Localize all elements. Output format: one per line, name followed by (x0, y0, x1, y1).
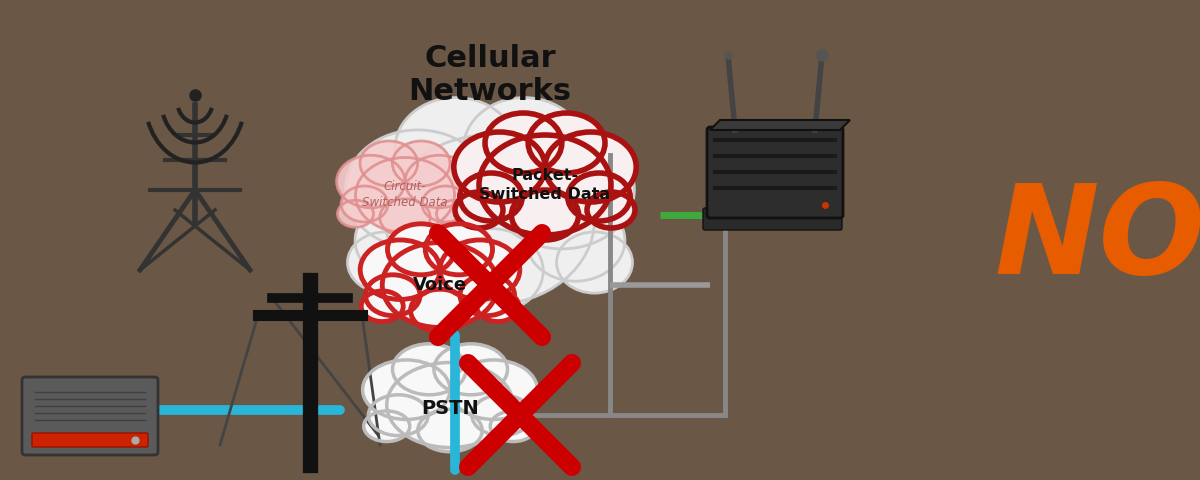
Ellipse shape (463, 97, 586, 200)
Ellipse shape (472, 395, 532, 436)
Text: Cellular
Networks: Cellular Networks (408, 44, 571, 106)
Ellipse shape (336, 155, 406, 208)
Ellipse shape (418, 409, 482, 452)
Ellipse shape (385, 135, 594, 305)
FancyBboxPatch shape (32, 433, 148, 447)
Ellipse shape (361, 291, 403, 322)
FancyBboxPatch shape (703, 208, 842, 230)
Ellipse shape (437, 228, 544, 313)
Ellipse shape (587, 192, 635, 228)
Ellipse shape (360, 141, 418, 186)
Ellipse shape (490, 130, 635, 249)
Ellipse shape (422, 186, 469, 222)
Ellipse shape (450, 360, 538, 420)
Ellipse shape (479, 135, 611, 235)
Ellipse shape (406, 155, 474, 208)
Polygon shape (710, 120, 850, 130)
Ellipse shape (545, 132, 636, 202)
Ellipse shape (491, 411, 536, 442)
Ellipse shape (485, 113, 562, 173)
Ellipse shape (355, 157, 455, 232)
Ellipse shape (455, 192, 503, 228)
Ellipse shape (437, 200, 473, 227)
Text: PSTN: PSTN (421, 398, 479, 418)
Ellipse shape (360, 240, 440, 300)
Ellipse shape (368, 395, 428, 436)
Ellipse shape (425, 224, 492, 275)
Ellipse shape (364, 411, 409, 442)
FancyBboxPatch shape (707, 127, 842, 218)
Ellipse shape (460, 275, 515, 316)
Ellipse shape (348, 232, 424, 293)
Ellipse shape (460, 173, 522, 221)
Ellipse shape (337, 200, 373, 227)
Ellipse shape (366, 275, 420, 316)
Ellipse shape (392, 344, 466, 395)
Ellipse shape (383, 242, 498, 327)
FancyBboxPatch shape (22, 377, 158, 455)
Ellipse shape (557, 232, 632, 293)
Ellipse shape (454, 132, 545, 202)
Text: NO: NO (995, 180, 1200, 300)
Text: Packet-
Switched Data: Packet- Switched Data (480, 168, 611, 202)
Ellipse shape (392, 141, 450, 186)
Ellipse shape (434, 344, 508, 395)
Text: Circuit-
Switched Data: Circuit- Switched Data (362, 180, 448, 209)
Ellipse shape (346, 130, 490, 249)
Ellipse shape (476, 291, 518, 322)
Ellipse shape (355, 200, 454, 281)
Ellipse shape (395, 97, 517, 200)
Ellipse shape (568, 173, 630, 221)
Ellipse shape (362, 360, 450, 420)
Ellipse shape (386, 362, 514, 447)
Ellipse shape (528, 113, 605, 173)
Ellipse shape (440, 240, 520, 300)
Ellipse shape (410, 289, 469, 332)
Ellipse shape (526, 200, 625, 281)
Text: Voice: Voice (413, 276, 467, 294)
Ellipse shape (511, 190, 578, 240)
Ellipse shape (388, 224, 455, 275)
Ellipse shape (341, 186, 388, 222)
Ellipse shape (379, 199, 431, 236)
